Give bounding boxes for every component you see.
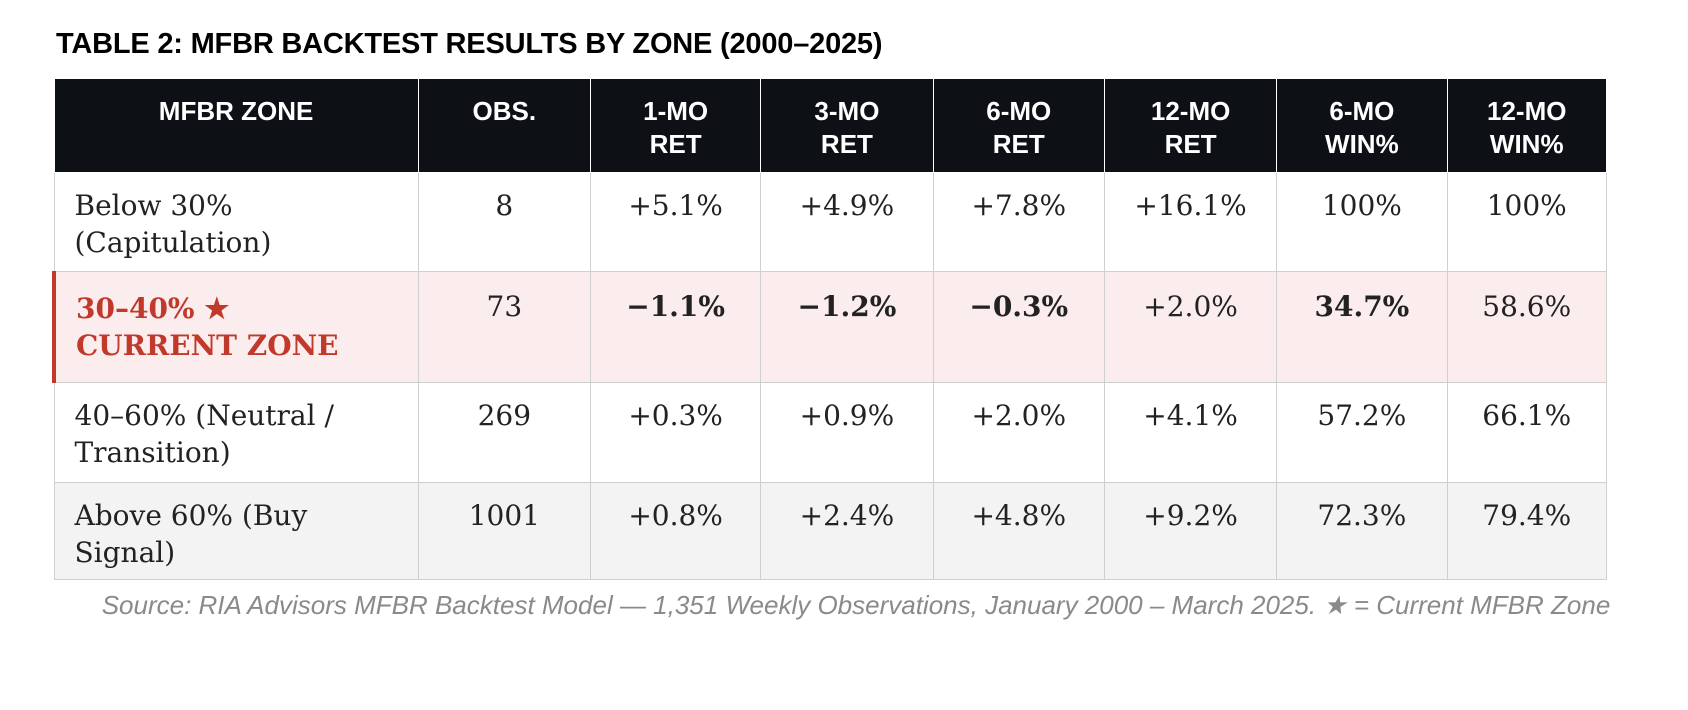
column-header-12mo-ret: 12-MO RET	[1103, 78, 1278, 173]
obs-cell: 269	[417, 382, 592, 483]
column-header-label: 1-MO	[643, 96, 709, 126]
column-header-label: 3-MO	[814, 96, 880, 126]
win-12mo-cell: 79.4%	[1446, 482, 1607, 580]
column-header-sublabel: RET	[992, 129, 1045, 159]
column-header-3mo-ret: 3-MO RET	[760, 78, 934, 173]
column-header-mfbr-zone: MFBR ZONE	[53, 78, 419, 173]
win-6mo-cell: 100%	[1276, 172, 1448, 272]
ret-12mo-cell: +4.1%	[1103, 382, 1278, 483]
column-header-label: OBS.	[472, 96, 537, 126]
column-header-label: 6-MO	[986, 96, 1052, 126]
source-note: Source: RIA Advisors MFBR Backtest Model…	[101, 590, 1611, 620]
ret-1mo-cell: +5.1%	[590, 172, 762, 272]
ret-3mo-cell: +2.4%	[760, 482, 934, 580]
zone-label: 40–60% (Neutral /	[74, 399, 334, 432]
ret-3mo-cell: −1.2%	[760, 271, 934, 383]
ret-3mo-cell: +4.9%	[760, 172, 934, 272]
column-header-label: 12-MO	[1150, 96, 1231, 126]
table-title: TABLE 2: MFBR BACKTEST RESULTS BY ZONE (…	[56, 28, 883, 60]
column-header-label: MFBR ZONE	[158, 96, 314, 126]
column-header-sublabel: RET	[820, 129, 873, 159]
zone-cell: Above 60% (Buy Signal)	[53, 482, 419, 580]
ret-12mo-cell: +9.2%	[1103, 482, 1278, 580]
obs-cell: 8	[417, 172, 592, 272]
zone-sublabel: Transition)	[74, 436, 231, 469]
ret-1mo-cell: −1.1%	[590, 271, 762, 383]
column-header-sublabel: RET	[649, 129, 702, 159]
column-header-label: 6-MO	[1329, 96, 1395, 126]
zone-label: 30–40% ★	[76, 292, 230, 325]
win-12mo-cell: 66.1%	[1446, 382, 1607, 483]
column-header-6mo-ret: 6-MO RET	[932, 78, 1105, 173]
column-header-12mo-win: 12-MO WIN%	[1446, 78, 1607, 173]
ret-12mo-cell: +2.0%	[1103, 271, 1278, 383]
table-row-above-60: Above 60% (Buy Signal) 1001 +0.8% +2.4% …	[53, 482, 1607, 580]
zone-label: Below 30%	[74, 189, 233, 222]
ret-3mo-cell: +0.9%	[760, 382, 934, 483]
table-row-current-zone: 30–40% ★ CURRENT ZONE 73 −1.1% −1.2% −0.…	[51, 271, 1607, 383]
zone-sublabel: (Capitulation)	[74, 226, 272, 259]
win-12mo-cell: 100%	[1446, 172, 1607, 272]
win-6mo-cell: 57.2%	[1276, 382, 1448, 483]
win-6mo-cell: 72.3%	[1276, 482, 1448, 580]
column-header-sublabel: WIN%	[1325, 129, 1399, 159]
obs-cell: 1001	[417, 482, 592, 580]
ret-6mo-cell: −0.3%	[932, 271, 1105, 383]
column-header-1mo-ret: 1-MO RET	[590, 78, 762, 173]
zone-label: Above 60% (Buy	[74, 499, 308, 532]
backtest-results-table: MFBR ZONE OBS. 1-MO RET 3-MO RET 6-MO RE…	[51, 78, 1607, 580]
ret-1mo-cell: +0.8%	[590, 482, 762, 580]
ret-1mo-cell: +0.3%	[590, 382, 762, 483]
zone-cell: Below 30% (Capitulation)	[53, 172, 419, 272]
column-header-sublabel: RET	[1164, 129, 1217, 159]
table-row-40-60: 40–60% (Neutral / Transition) 269 +0.3% …	[53, 382, 1607, 483]
column-header-label: 12-MO	[1487, 96, 1567, 126]
ret-6mo-cell: +4.8%	[932, 482, 1105, 580]
win-12mo-cell: 58.6%	[1446, 271, 1607, 383]
ret-6mo-cell: +2.0%	[932, 382, 1105, 483]
column-header-sublabel: WIN%	[1489, 129, 1564, 159]
ret-6mo-cell: +7.8%	[932, 172, 1105, 272]
column-header-6mo-win: 6-MO WIN%	[1276, 78, 1448, 173]
current-zone-label: CURRENT ZONE	[76, 329, 339, 362]
obs-cell: 73	[417, 271, 592, 383]
table-row-below-30: Below 30% (Capitulation) 8 +5.1% +4.9% +…	[53, 172, 1607, 272]
column-header-obs: OBS.	[417, 78, 592, 173]
zone-sublabel: Signal)	[74, 536, 176, 569]
ret-12mo-cell: +16.1%	[1103, 172, 1278, 272]
table-header-row: MFBR ZONE OBS. 1-MO RET 3-MO RET 6-MO RE…	[53, 78, 1607, 173]
zone-cell: 30–40% ★ CURRENT ZONE	[51, 271, 419, 383]
zone-cell: 40–60% (Neutral / Transition)	[53, 382, 419, 483]
win-6mo-cell: 34.7%	[1276, 271, 1448, 383]
